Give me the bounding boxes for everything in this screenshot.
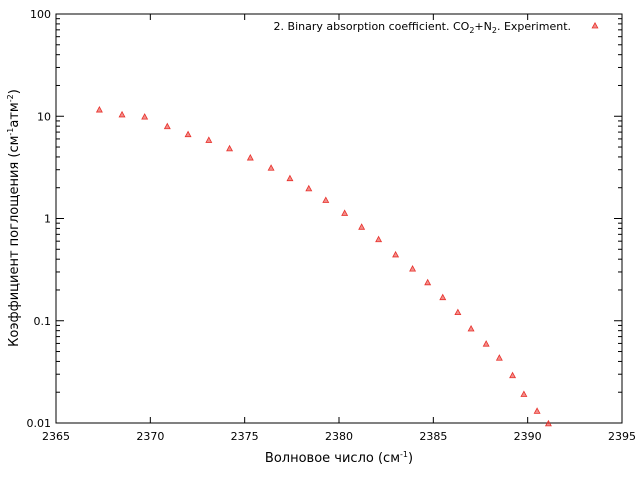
data-point xyxy=(358,223,366,230)
y-tick-label: 10 xyxy=(37,110,51,123)
data-point xyxy=(286,174,294,182)
data-point xyxy=(375,235,383,243)
data-point xyxy=(439,293,447,301)
data-point xyxy=(267,164,275,171)
data-point xyxy=(482,340,490,347)
data-point xyxy=(305,184,313,192)
data-point xyxy=(184,130,192,138)
data-point xyxy=(409,265,417,272)
data-point xyxy=(392,250,400,258)
data-point xyxy=(163,122,171,130)
data-point xyxy=(544,419,552,427)
data-point xyxy=(467,324,475,332)
data-points xyxy=(95,106,552,427)
data-point xyxy=(495,354,503,361)
data-point xyxy=(322,196,330,203)
data-point xyxy=(205,136,213,143)
y-tick-label: 0.01 xyxy=(27,417,52,430)
data-point xyxy=(424,278,432,286)
data-point xyxy=(118,110,126,118)
y-axis-label: Коэффициент поглощения (см-1атм-2) xyxy=(6,89,22,347)
x-tick-label: 2365 xyxy=(42,430,70,443)
data-point xyxy=(520,390,528,397)
data-point xyxy=(95,106,103,113)
legend-marker-triangle xyxy=(591,21,599,29)
data-point xyxy=(341,209,349,216)
axis-ticks: 2365 2370 2375 2380 2385 2390 2395 0.01 0.1 1 10 10… xyxy=(27,8,637,443)
data-point xyxy=(246,154,254,161)
data-point xyxy=(141,113,149,120)
x-tick-label: 2385 xyxy=(419,430,447,443)
data-point xyxy=(533,407,541,414)
x-tick-label: 2395 xyxy=(608,430,636,443)
x-tick-label: 2390 xyxy=(514,430,542,443)
plot-frame xyxy=(55,13,623,424)
legend: 2. Binary absorption coefficient. CO2+N2… xyxy=(274,20,599,35)
y-tick-label: 1 xyxy=(44,213,51,226)
x-tick-label: 2375 xyxy=(231,430,259,443)
legend-label: 2. Binary absorption coefficient. CO2+N2… xyxy=(274,20,571,35)
x-tick-label: 2370 xyxy=(136,430,164,443)
data-point xyxy=(226,144,234,152)
data-point xyxy=(509,371,517,379)
y-tick-label: 100 xyxy=(30,8,51,21)
x-tick-label: 2380 xyxy=(325,430,353,443)
x-axis-label: Волновое число (см-1) xyxy=(265,450,413,466)
y-tick-label: 0.1 xyxy=(34,315,52,328)
data-point xyxy=(454,308,462,316)
